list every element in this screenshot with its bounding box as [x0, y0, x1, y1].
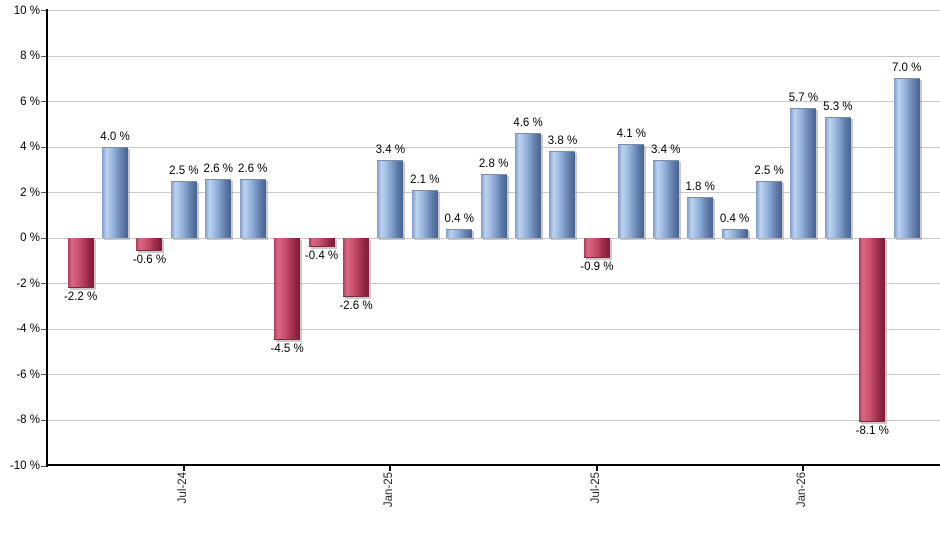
- x-tick-label: Jan-25: [383, 472, 396, 508]
- bar-value-label: 1.8 %: [685, 180, 715, 193]
- bar: [67, 237, 94, 288]
- y-tick-mark: [41, 146, 46, 148]
- bar: [515, 132, 542, 238]
- y-tick-mark: [41, 55, 46, 57]
- x-tick-mark: [595, 466, 598, 471]
- y-tick-label: 6 %: [20, 95, 40, 108]
- bar-value-label: 2.6 %: [237, 162, 268, 175]
- bar-value-label: 0.4 %: [719, 212, 750, 225]
- bar: [893, 78, 920, 238]
- bar-value-label: 2.6 %: [203, 162, 233, 175]
- bar-value-label: -8.1 %: [855, 425, 889, 438]
- y-tick-mark: [41, 10, 46, 11]
- bar-value-label: 2.5 %: [754, 164, 784, 177]
- y-tick-label: -6 %: [16, 368, 40, 381]
- bar-value-label: 2.5 %: [169, 164, 199, 177]
- bar: [377, 160, 404, 238]
- y-tick-mark: [41, 328, 46, 330]
- bar-value-label: 2.1 %: [410, 173, 440, 186]
- grid-line: [48, 283, 940, 285]
- bar: [859, 237, 886, 423]
- grid-line: [48, 328, 940, 330]
- y-tick-label: 0 %: [20, 232, 40, 245]
- grid-line: [48, 55, 940, 57]
- bar-value-label: -2.2 %: [63, 290, 98, 303]
- bar: [824, 117, 851, 238]
- bar: [756, 180, 782, 238]
- y-tick-label: 2 %: [20, 186, 40, 199]
- bar: [136, 237, 163, 252]
- bar: [308, 237, 335, 247]
- bar: [480, 173, 507, 238]
- bar-value-label: 3.4 %: [651, 144, 681, 157]
- bar: [583, 237, 610, 259]
- bar-value-label: -0.4 %: [304, 249, 339, 262]
- grid-line: [48, 374, 940, 376]
- y-tick-mark: [41, 101, 46, 103]
- y-tick-mark: [41, 283, 46, 285]
- bar: [687, 196, 714, 238]
- bar: [721, 228, 748, 238]
- x-tick-label: Jul-25: [589, 472, 602, 504]
- y-tick-label: -2 %: [16, 277, 40, 290]
- bar-value-label: -4.5 %: [270, 343, 304, 356]
- bar-value-label: 4.6 %: [513, 116, 543, 129]
- bar-value-label: -2.6 %: [339, 299, 373, 312]
- bar-value-label: 2.8 %: [478, 157, 509, 170]
- bar: [274, 237, 301, 341]
- bar-value-label: 5.3 %: [823, 101, 853, 114]
- bar: [342, 237, 369, 297]
- y-tick-label: 8 %: [20, 50, 40, 63]
- bar: [205, 178, 232, 238]
- x-axis-line: [46, 464, 940, 466]
- bar-value-label: 4.0 %: [100, 130, 130, 143]
- y-tick-label: 4 %: [20, 141, 40, 154]
- bar: [618, 144, 645, 238]
- x-tick-mark: [802, 466, 805, 471]
- bar: [652, 160, 679, 238]
- bar: [446, 228, 473, 238]
- bar: [411, 189, 438, 238]
- grid-line: [48, 419, 940, 421]
- bar: [790, 107, 817, 238]
- bar-value-label: 7.0 %: [891, 62, 922, 75]
- grid-line: [48, 237, 940, 239]
- grid-line: [48, 101, 940, 103]
- bar-value-label: 4.1 %: [616, 128, 647, 141]
- x-tick-mark: [389, 466, 392, 471]
- bar: [549, 151, 576, 238]
- x-tick-label: Jul-24: [176, 472, 189, 504]
- y-tick-label: -8 %: [16, 414, 40, 427]
- y-tick-mark: [41, 192, 46, 194]
- bar: [170, 180, 197, 238]
- bar-value-label: 5.7 %: [788, 91, 819, 104]
- y-tick-mark: [41, 465, 46, 467]
- bar-value-label: 3.8 %: [547, 135, 578, 148]
- x-tick-mark: [182, 466, 185, 471]
- y-axis-line: [46, 9, 48, 467]
- y-tick-label: -10 %: [9, 460, 40, 472]
- x-tick-label: Jan-26: [796, 472, 809, 508]
- bar: [239, 178, 266, 238]
- y-tick-label: 10 %: [13, 4, 40, 17]
- bar: [102, 146, 129, 238]
- bar-value-label: -0.6 %: [132, 254, 167, 267]
- y-tick-mark: [41, 237, 46, 239]
- bar-value-label: 0.4 %: [444, 212, 474, 225]
- y-tick-mark: [41, 419, 46, 421]
- bar-value-label: -0.9 %: [580, 261, 614, 274]
- y-tick-mark: [41, 374, 46, 376]
- grid-line: [48, 10, 940, 11]
- y-tick-label: -4 %: [16, 323, 40, 336]
- grid-line: [48, 146, 940, 148]
- bar-value-label: 3.4 %: [375, 144, 406, 157]
